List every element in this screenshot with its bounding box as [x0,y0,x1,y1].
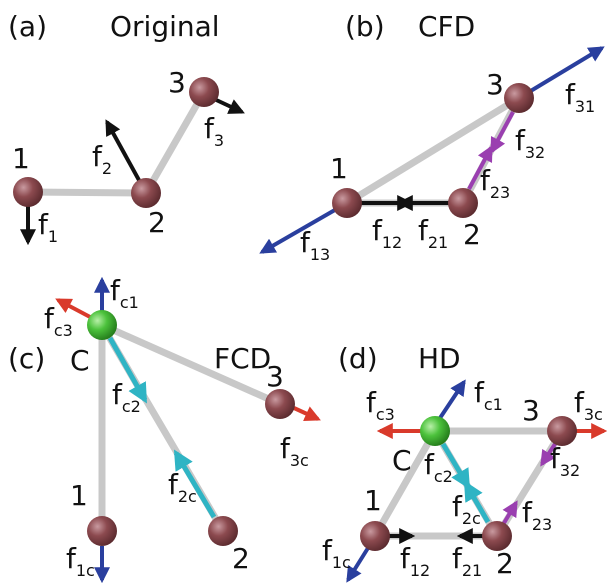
node-label-3: 3 [266,360,284,393]
node-label-1: 1 [364,484,382,517]
force-arrow-fc1 [438,379,466,420]
node-2 [208,516,238,546]
bond-1-2 [24,188,150,197]
force-label-f32: f32 [550,442,580,480]
force-arrow-f3 [211,96,245,114]
node-label-2: 2 [463,218,481,251]
force-label-f21: f21 [452,542,482,580]
bond-c-3 [98,321,284,408]
node-3 [504,83,534,113]
panel-a: (a) Original 1 2 3 f1 f2 f3 [8,10,245,246]
force-arrow-f1c [346,546,370,583]
panel-b: (b) CFD 1 2 3 f12 f21 f13 f31 f23 f32 [259,10,605,264]
force-label-f13: f13 [300,226,330,264]
node-label-1: 1 [12,142,30,175]
node-label-1: 1 [70,479,88,512]
node-label-c: C [392,444,412,477]
node-label-2: 2 [496,547,514,580]
node-1 [360,521,390,551]
force-arrow-f3c [293,406,321,421]
force-arrow-f2 [105,119,142,183]
panel-d-title: HD [418,342,461,375]
node-label-3: 3 [522,394,540,427]
force-label-fc3: fc3 [366,386,395,424]
node-2 [131,178,161,208]
force-label-f12: f12 [372,214,402,252]
force-label-f3c: f3c [280,432,309,470]
force-arrow-fc3 [55,298,93,320]
panel-c-title: FCD [214,342,271,375]
force-label-fc2: fc2 [112,378,141,416]
panel-d: (d) HD C 1 2 3 fc1 fc2 fc3 f1c f2c f3c f… [322,342,608,583]
node-1 [332,188,362,218]
force-label-f2c: f2c [168,468,197,506]
force-label-fc1: fc1 [474,376,503,414]
bond-2-3 [142,88,208,197]
force-label-f31: f31 [565,78,595,116]
force-arrow-f13 [259,201,348,254]
node-label-c: C [70,344,90,377]
node-label-1: 1 [330,152,348,185]
force-label-f2c: f2c [452,490,481,528]
center-node-c [87,310,117,340]
force-arrow-f31 [517,46,605,100]
force-label-f23: f23 [480,164,510,202]
panel-c-tag: (c) [8,342,45,375]
force-label-fc3: fc3 [44,302,73,340]
node-1 [87,516,117,546]
force-label-f12: f12 [400,542,430,580]
force-label-f1: f1 [38,208,58,246]
force-arrow-fc2 [440,442,471,490]
panel-a-tag: (a) [8,10,47,43]
force-label-f32: f32 [515,124,545,162]
panel-d-tag: (d) [338,342,378,375]
node-label-3: 3 [486,68,504,101]
node-label-2: 2 [148,206,166,239]
node-label-2: 2 [232,542,250,575]
force-arrow-f2c [463,480,491,524]
node-1 [13,177,43,207]
force-label-f3: f3 [204,112,224,150]
bond-1-3 [343,94,523,207]
force-arrow-f23 [467,145,493,190]
force-arrow-f2c [173,449,217,519]
force-label-f23: f23 [522,496,552,534]
node-3 [189,77,219,107]
force-arrow-f32 [540,442,557,467]
center-node-c [420,416,450,446]
force-label-fc2: fc2 [424,448,453,486]
node-label-3: 3 [168,66,186,99]
force-arrow-f23 [502,500,518,525]
force-label-f3c: f3c [574,386,603,424]
node-3 [265,389,295,419]
panel-c: (c) FCD C 1 2 3 fc1 fc2 fc3 f1c f2c f3c [8,274,321,583]
bond-c-1 [371,427,439,540]
force-label-f1c: f1c [322,534,351,572]
node-3 [547,416,577,446]
force-arrow-f32 [490,111,515,154]
force-arrow-fc2 [107,336,148,404]
node-2 [448,188,478,218]
node-2 [482,521,512,551]
force-label-f2: f2 [92,140,112,178]
force-label-fc1: fc1 [110,274,139,312]
force-label-f21: f21 [418,214,448,252]
force-label-f1c: f1c [66,542,95,580]
panel-b-title: CFD [418,10,475,43]
panel-a-title: Original [110,10,220,43]
panel-b-tag: (b) [345,10,385,43]
